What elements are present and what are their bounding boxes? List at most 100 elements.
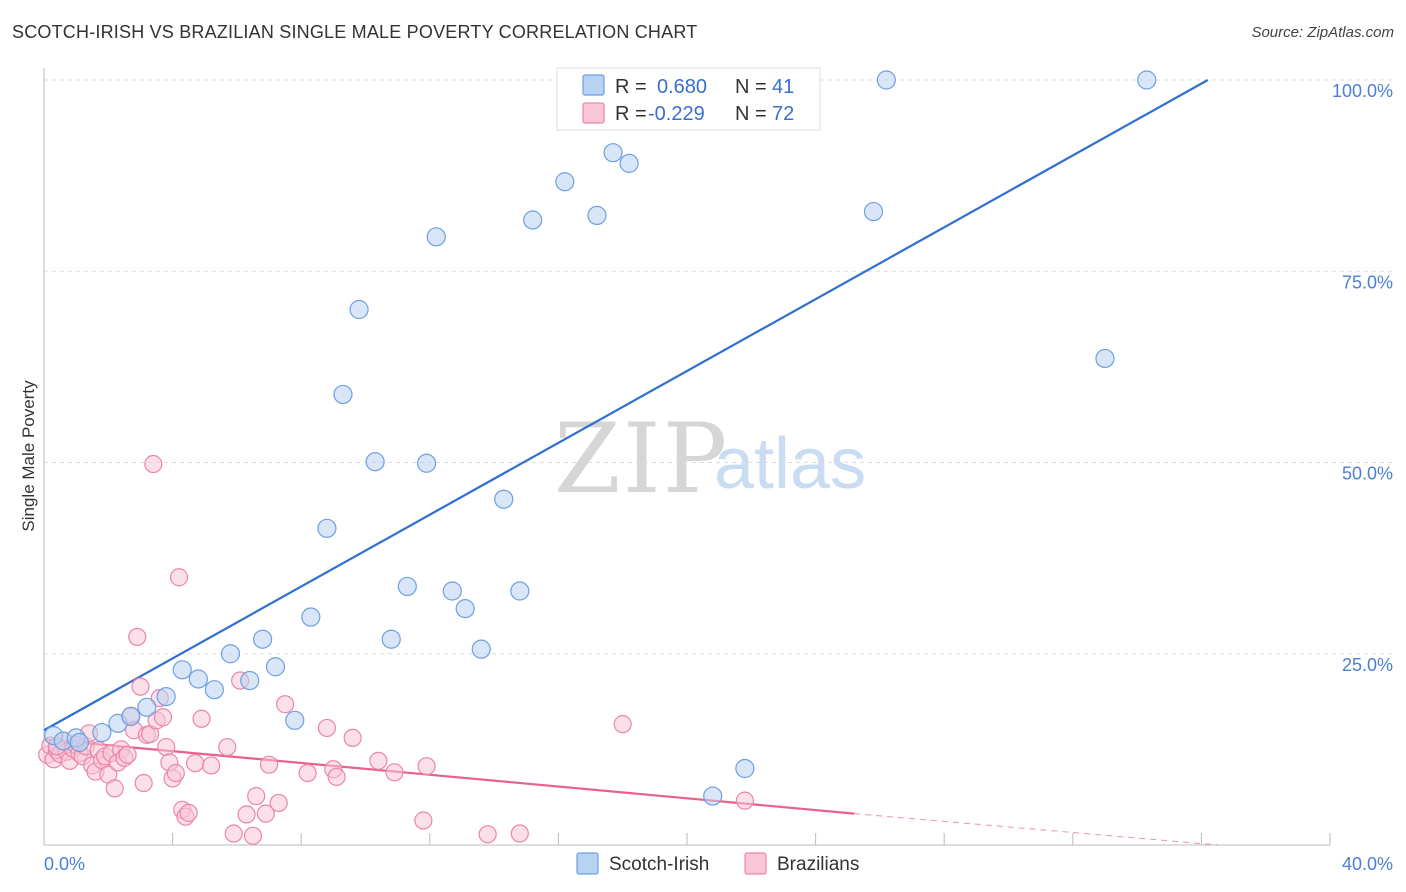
scotch-irish-point-15 — [265, 657, 286, 677]
y-tick-label-25: 25.0% — [1342, 655, 1393, 675]
scotch-irish-point-8 — [156, 686, 176, 707]
scotch-irish-point-30 — [510, 581, 530, 601]
legend-n-label-brazilians: N = — [735, 103, 767, 125]
scotch-irish-point-28 — [471, 639, 491, 659]
watermark-zip: ZIP — [554, 403, 729, 515]
y-axis-label: Single Male Poverty — [19, 380, 38, 532]
brazilians-point-57 — [276, 695, 295, 714]
brazilians-point-47 — [202, 756, 221, 775]
brazilians-point-68 — [510, 824, 529, 843]
legend-r-label-scotch-irish: R = — [615, 76, 647, 98]
brazilians-point-46 — [192, 709, 211, 728]
brazilians-point-55 — [259, 755, 279, 774]
scotch-irish-points — [44, 70, 1157, 806]
brazilians-point-58 — [298, 763, 317, 783]
scotch-irish-point-10 — [188, 669, 208, 689]
brazilians-point-52 — [243, 826, 263, 845]
scotch-irish-point-40 — [1095, 348, 1115, 369]
y-tick-label-75: 75.0% — [1342, 272, 1393, 292]
x-tick-label-min: 0.0% — [44, 854, 85, 874]
scotch-irish-point-38 — [863, 201, 884, 222]
scotch-irish-point-11 — [204, 680, 224, 700]
scotch-irish-point-37 — [735, 758, 755, 779]
legend-swatch-brazilians — [582, 102, 605, 124]
brazilians-point-69 — [613, 715, 632, 734]
brazilians-point-51 — [237, 805, 256, 824]
grid-lines — [44, 79, 1393, 655]
scotch-irish-point-17 — [301, 607, 321, 627]
x-axis-ticks — [43, 833, 1331, 845]
y-tick-label-100: 100.0% — [1332, 81, 1393, 101]
brazilians-point-36 — [153, 708, 173, 727]
stats-legend: R = 0.680 N = 41 R = -0.229 N = 72 — [556, 67, 821, 131]
scotch-irish-point-24 — [416, 453, 437, 473]
brazilians-point-45 — [186, 754, 205, 773]
brazilians-point-62 — [343, 728, 362, 748]
scotch-irish-point-3 — [69, 732, 89, 753]
brazilians-point-44 — [179, 803, 198, 822]
x-tick-label-max: 40.0% — [1342, 854, 1393, 874]
legend-r-value-scotch-irish: 0.680 — [657, 76, 707, 98]
brazilians-point-56 — [269, 793, 288, 813]
scotch-irish-point-32 — [555, 172, 575, 192]
scotch-irish-point-25 — [426, 227, 446, 247]
scotch-irish-point-19 — [333, 384, 353, 405]
brazilians-point-66 — [417, 757, 436, 776]
scotch-irish-point-35 — [619, 153, 639, 173]
chart-source: Source: ZipAtlas.com — [1251, 24, 1394, 41]
scotch-irish-point-39 — [876, 70, 896, 90]
brazilians-point-59 — [317, 718, 337, 738]
legend-n-value-scotch-irish: 41 — [772, 76, 794, 98]
scotch-irish-point-27 — [455, 599, 475, 619]
brazilians-point-67 — [478, 825, 497, 844]
scotch-irish-point-36 — [703, 786, 723, 806]
brazilians-point-37 — [157, 737, 176, 757]
brazilians-point-65 — [414, 811, 433, 830]
legend-n-value-brazilians: 72 — [772, 103, 794, 125]
scotch-irish-point-41 — [1137, 70, 1157, 90]
brazilians-point-28 — [128, 627, 147, 647]
scotch-irish-point-12 — [220, 644, 241, 664]
scotch-irish-point-22 — [381, 629, 401, 649]
watermark-atlas: atlas — [714, 424, 866, 504]
scotch-irish-point-20 — [349, 299, 369, 320]
scotch-irish-point-4 — [92, 722, 112, 743]
scotch-irish-trend-line — [43, 79, 1209, 732]
brazilians-point-53 — [247, 786, 266, 806]
brazilians-point-49 — [224, 824, 243, 843]
brazilians-point-40 — [166, 763, 185, 783]
brazilians-point-33 — [144, 454, 163, 474]
scotch-irish-point-34 — [603, 143, 623, 163]
chart-title: SCOTCH-IRISH VS BRAZILIAN SINGLE MALE PO… — [12, 22, 698, 42]
legend-r-value-brazilians: -0.229 — [648, 103, 705, 125]
brazilians-point-30 — [134, 773, 153, 793]
series-legend-swatch-brazilians — [744, 852, 767, 875]
scotch-irish-point-21 — [365, 452, 385, 472]
scotch-irish-point-18 — [317, 518, 337, 538]
brazilians-trend-line-extension — [854, 813, 1218, 846]
scotch-irish-point-23 — [397, 576, 417, 597]
scotch-irish-point-6 — [121, 706, 141, 727]
brazilians-point-21 — [105, 779, 124, 798]
scotch-irish-point-13 — [240, 670, 260, 691]
legend-n-label-scotch-irish: N = — [735, 76, 767, 98]
scotch-irish-point-14 — [253, 629, 273, 649]
scotch-irish-point-16 — [285, 710, 305, 730]
brazilians-point-64 — [385, 763, 404, 782]
series-legend-label-brazilians: Brazilians — [777, 854, 859, 875]
brazilians-point-25 — [118, 745, 137, 764]
brazilians-point-29 — [131, 677, 150, 696]
series-legend-swatch-scotch-irish — [576, 852, 599, 875]
series-legend-label-scotch-irish: Scotch-Irish — [609, 854, 709, 875]
series-legend: Scotch-Irish Brazilians — [576, 852, 859, 875]
brazilians-point-70 — [735, 791, 754, 810]
brazilians-point-41 — [169, 568, 189, 587]
brazilians-point-54 — [256, 804, 275, 823]
scotch-irish-point-29 — [494, 489, 514, 509]
brazilians-point-48 — [218, 737, 237, 757]
scotch-irish-point-31 — [523, 210, 543, 230]
scotch-irish-point-26 — [442, 581, 462, 601]
brazilians-point-61 — [327, 767, 346, 787]
scotch-irish-point-9 — [172, 660, 192, 680]
